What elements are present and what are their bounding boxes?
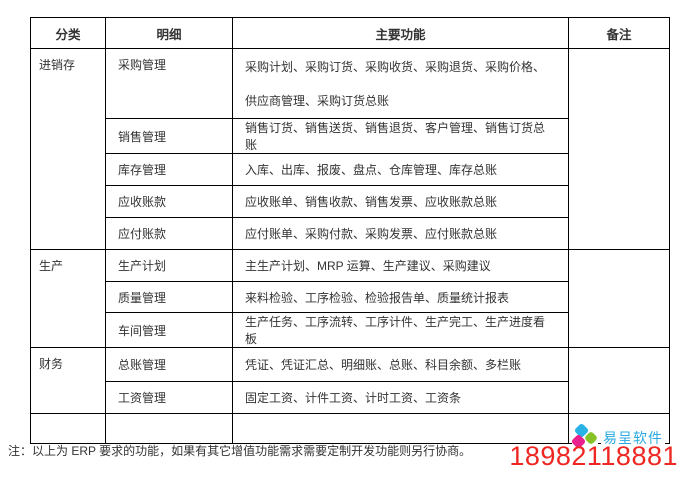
detail-cell: 库存管理 (105, 153, 233, 186)
company-logo-icon (570, 422, 599, 450)
company-name: 易呈软件 (601, 428, 665, 450)
category-cell: 生产 (30, 249, 106, 348)
table-row: 财务 总账管理 凭证、凭证汇总、明细账、总账、科目余额、多栏账 (30, 347, 670, 414)
functions-cell: 销售订货、销售送货、销售退货、客户管理、销售订货总账 (232, 118, 569, 154)
category-cell (30, 413, 106, 444)
category-cell: 进销存 (30, 48, 106, 250)
table-row: 应付账款 应付账单、采购付款、采购发票、应付账款总账 (31, 217, 670, 250)
functions-cell: 应收账单、销售收款、销售发票、应收账款总账 (232, 185, 569, 218)
table-row: 库存管理 入库、出库、报废、盘点、仓库管理、库存总账 (31, 153, 670, 186)
phone-number: 18982118881 (509, 441, 678, 471)
detail-cell: 总账管理 (105, 347, 233, 382)
functions-cell: 应付账单、采购付款、采购发票、应付账款总账 (232, 217, 569, 250)
detail-cell: 应付账款 (105, 217, 233, 250)
erp-function-table: 分类 明细 主要功能 备注 进销存 采购管理 采购计划、采购订货、采购收货、采购… (30, 17, 670, 444)
detail-cell: 采购管理 (105, 48, 233, 119)
header-row: 分类 明细 主要功能 备注 (30, 17, 670, 49)
table-row: 应收账款 应收账单、销售收款、销售发票、应收账款总账 (31, 185, 670, 218)
remark-cell (568, 249, 670, 348)
remark-cell (568, 48, 670, 250)
col-header-detail: 明细 (105, 17, 233, 49)
remark-cell (568, 347, 670, 414)
detail-cell: 销售管理 (105, 118, 233, 154)
functions-cell (232, 413, 569, 444)
detail-cell (105, 413, 233, 444)
detail-cell: 质量管理 (105, 281, 233, 313)
detail-cell: 生产计划 (105, 249, 233, 282)
functions-cell: 主生产计划、MRP 运算、生产建议、采购建议 (232, 249, 569, 282)
functions-cell: 固定工资、计件工资、计时工资、工资条 (232, 381, 569, 414)
category-cell: 财务 (30, 347, 106, 414)
functions-cell: 生产任务、工序流转、工序计件、生产完工、生产进度看板 (232, 312, 569, 348)
functions-cell: 凭证、凭证汇总、明细账、总账、科目余额、多栏账 (232, 347, 569, 382)
table-row: 生产 生产计划 主生产计划、MRP 运算、生产建议、采购建议 (30, 249, 670, 348)
table-row: 车间管理 生产任务、工序流转、工序计件、生产完工、生产进度看板 (31, 312, 670, 348)
col-header-category: 分类 (30, 17, 106, 49)
functions-cell: 入库、出库、报废、盘点、仓库管理、库存总账 (232, 153, 569, 186)
col-header-remark: 备注 (568, 17, 670, 49)
footnote: 注：以上为 ERP 要求的功能，如果有其它增值功能需求需要定制开发功能则另行协商… (8, 444, 472, 458)
col-header-functions: 主要功能 (232, 17, 569, 49)
table-row: 进销存 采购管理 采购计划、采购订货、采购收货、采购退货、采购价格、供应商管理、… (30, 48, 670, 250)
functions-cell: 采购计划、采购订货、采购收货、采购退货、采购价格、供应商管理、采购订货总账 (232, 48, 569, 119)
detail-cell: 应收账款 (105, 185, 233, 218)
detail-cell: 车间管理 (105, 312, 233, 348)
detail-cell: 工资管理 (105, 381, 233, 414)
table-row: 销售管理 销售订货、销售送货、销售退货、客户管理、销售订货总账 (31, 118, 670, 154)
functions-cell: 来料检验、工序检验、检验报告单、质量统计报表 (232, 281, 569, 313)
table-row: 工资管理 固定工资、计件工资、计时工资、工资条 (31, 381, 670, 414)
